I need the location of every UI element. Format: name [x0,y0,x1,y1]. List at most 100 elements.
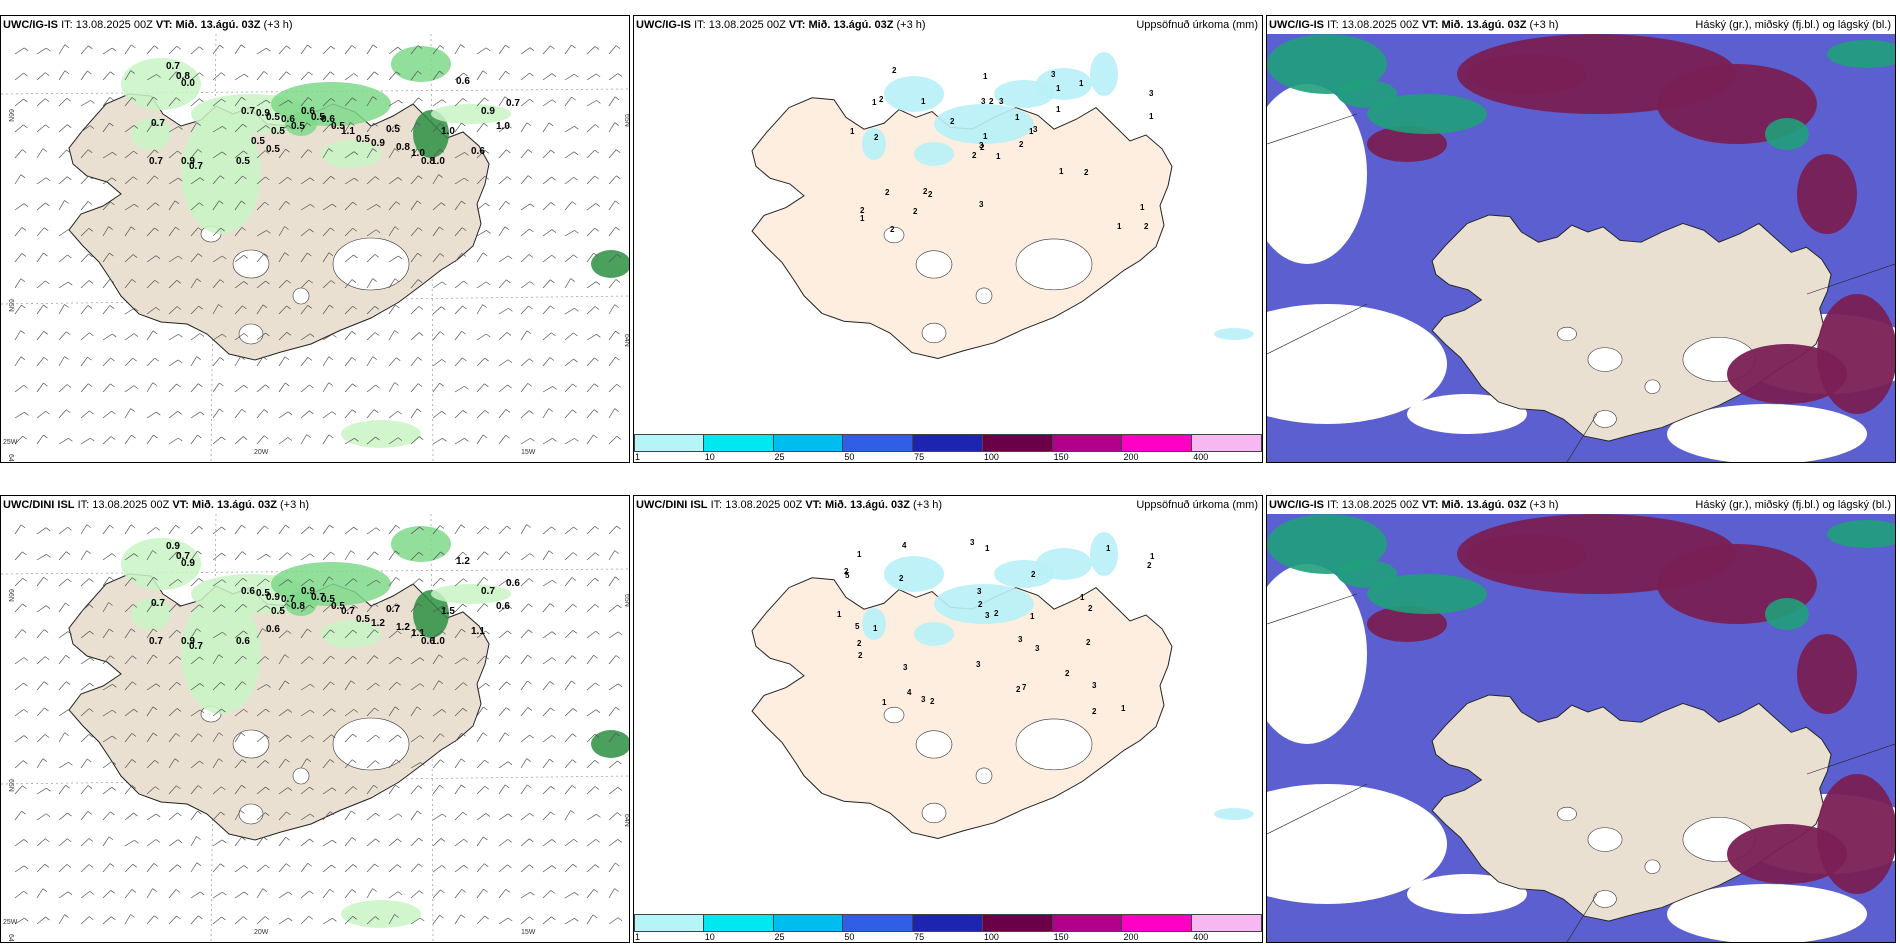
axis-tick-label: 66N [7,589,14,602]
wind-barb [58,709,73,717]
legend-label: 200 [1123,452,1139,462]
wind-barb [366,812,380,821]
wind-barb [234,73,249,81]
panel-title: UWC/DINI ISL IT: 13.08.2025 00Z VT: Mið.… [3,499,310,511]
wind-barb [58,281,73,289]
precip-value-label: 3 [970,538,975,547]
wind-barb [432,654,444,665]
wind-barb [80,578,94,587]
wind-barb [410,863,423,873]
wind-barb [234,732,246,743]
legend-swatch [773,434,844,452]
wind-barb [542,122,554,133]
wind-barb [520,784,532,795]
wind-barb [520,175,533,185]
wind-speed-area [285,592,317,616]
precip-value-label: 1 [985,544,990,553]
wind-barb [608,122,619,133]
wind-value-label: 0.5 [271,606,285,617]
wind-barb [410,279,423,289]
wind-barb [14,760,28,769]
precip-area [1036,548,1092,580]
wind-barb [388,630,402,639]
wind-barb [388,734,402,743]
wind-barb [234,150,248,159]
glacier-shape [915,730,953,759]
wind-barb [520,654,532,665]
wind-barb [14,735,29,743]
wind-barb [410,683,425,691]
precip-value-label: 2 [994,609,999,618]
wind-barb [520,578,534,587]
wind-barb [14,629,27,639]
wind-barb [36,47,51,55]
precip-area [914,622,954,646]
wind-barb [542,202,556,211]
wind-barb [564,810,575,821]
wind-barb [58,70,70,81]
wind-barb [410,175,423,185]
glacier-shape [1593,410,1617,428]
wind-barb [168,333,183,341]
wind-barb [14,551,27,561]
wind-barb [36,331,48,341]
wind-barb [542,550,554,561]
precip-value-label: 1 [1140,203,1145,212]
wind-barb [300,838,314,847]
wind-barb [256,71,269,81]
precip-value-label: 1 [1150,552,1155,561]
wind-barb [608,200,620,211]
wind-barb [520,553,535,561]
boundary-line [1806,263,1895,295]
panel-title: UWC/IG-IS IT: 13.08.2025 00Z VT: Mið. 13… [1269,499,1559,511]
boundary-line [1806,743,1895,775]
wind-barb [256,435,269,445]
wind-barb [14,785,27,795]
wind-barb [146,74,161,81]
wind-barb [564,151,579,159]
high-cloud-area [1337,80,1397,108]
wind-barb [454,227,467,237]
wind-barb [520,838,534,847]
wind-value-label: 0.8 [176,71,190,82]
wind-barb [498,681,511,691]
precip-value-label: 2 [858,651,863,660]
legend-swatch [703,914,774,932]
wind-barb [278,579,293,587]
mid-cloud-area [1797,634,1857,714]
precip-value-label: 2 [989,97,994,106]
wind-barb [586,814,601,821]
wind-barb [278,787,293,795]
wind-barb [432,253,445,263]
legend-label: 10 [704,932,715,942]
wind-barb [564,73,579,81]
wind-barb [498,255,513,263]
wind-speed-area [431,584,511,604]
glacier-shape [1557,326,1577,342]
wind-barb [344,201,357,211]
wind-barb [234,836,246,847]
wind-barb [410,735,425,743]
wind-barb [520,758,531,769]
wind-barb [586,839,600,847]
wind-barb [234,408,246,419]
wind-barb [322,98,336,107]
wind-barb [234,305,247,315]
wind-barb [520,203,535,211]
wind-barb [498,201,510,211]
wind-value-label: 0.6 [281,114,295,125]
wind-barb [36,838,50,847]
precip-value-label: 1 [1030,612,1035,621]
wind-barb [190,202,204,211]
wind-barb [58,812,72,821]
wind-barb [498,332,512,341]
wind-barb [344,97,357,107]
wind-barb [190,305,203,315]
wind-value-label: 0.5 [356,134,370,145]
wind-barb [432,149,444,159]
wind-barb [124,408,135,419]
wind-barb [432,359,446,367]
axis-tick-label: 65N [7,779,14,792]
wind-barb [278,71,291,81]
wind-barb [498,864,512,873]
